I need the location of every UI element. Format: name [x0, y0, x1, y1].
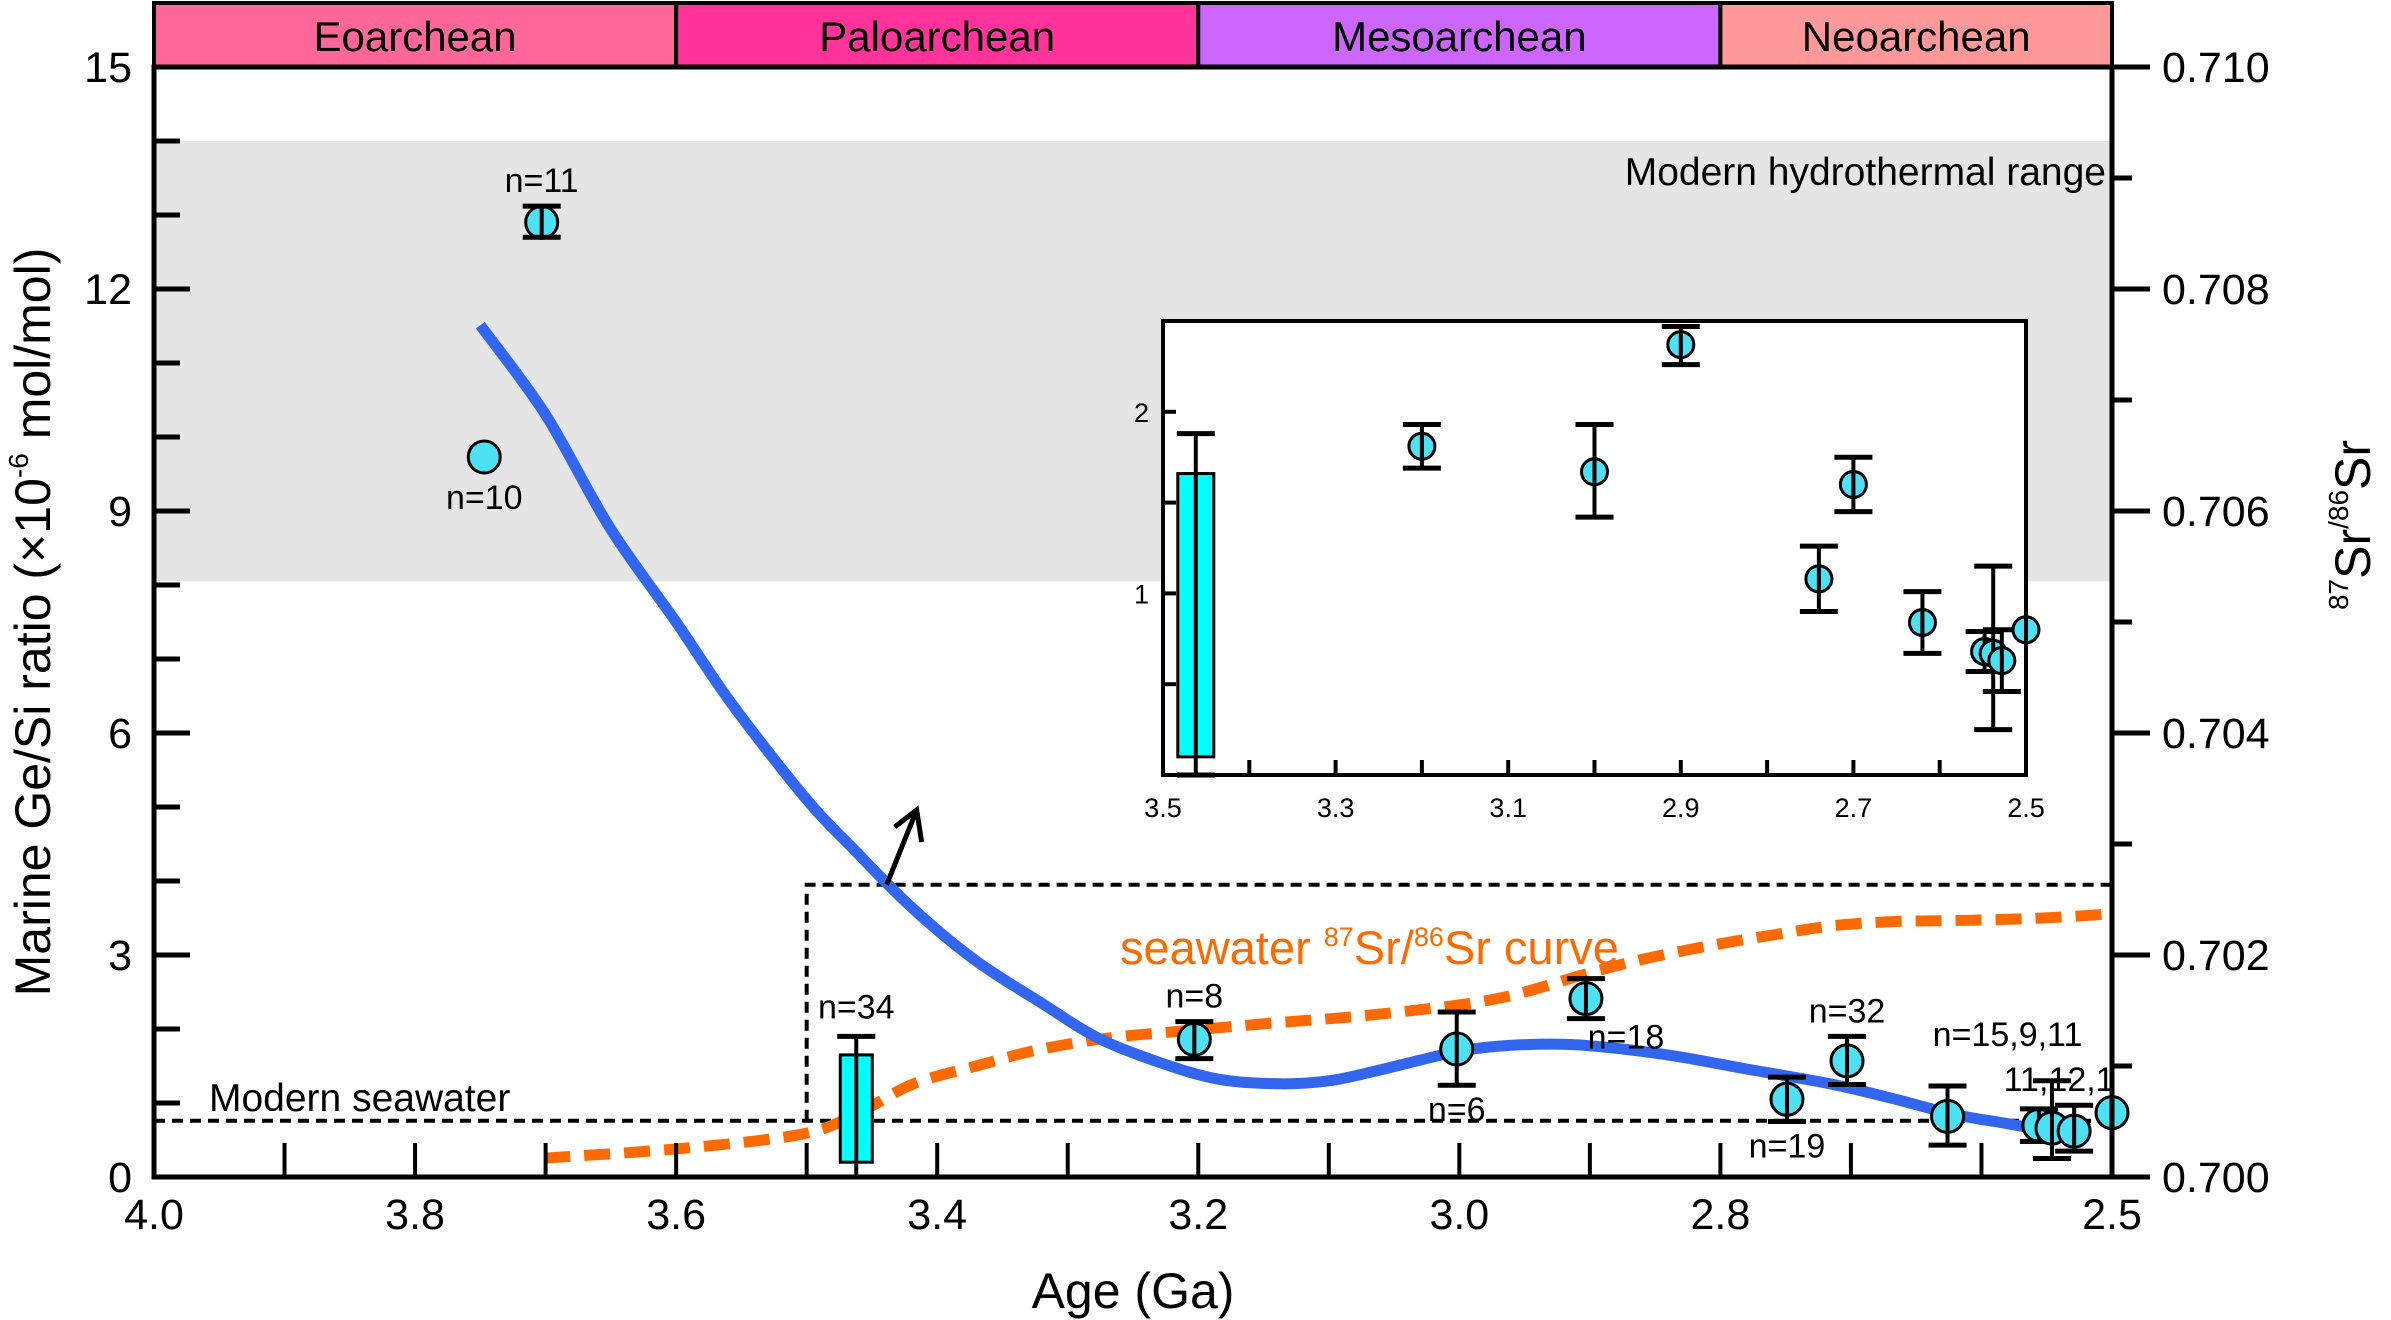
y-axis-title-unit: mol/mol)	[5, 248, 61, 454]
y2-tick-label: 0.702	[2162, 932, 2270, 980]
inset-arrow	[884, 805, 925, 886]
modern-seawater-label: Modern seawater	[209, 1077, 510, 1120]
eon-label-mesoarchean: Mesoarchean	[1332, 13, 1586, 60]
n-label: n=32	[1809, 992, 1886, 1030]
eon-label-eoarchean: Eoarchean	[313, 13, 516, 60]
y-tick-label: 6	[108, 710, 132, 758]
n-label: n=10	[446, 479, 523, 517]
inset-background	[1163, 321, 2026, 775]
y2-axis-title-main1: Sr	[2325, 529, 2381, 579]
y2-tick-label: 0.708	[2162, 266, 2270, 314]
zoom-box-outline	[804, 882, 2112, 1121]
inset-x-tick-label: 3.3	[1317, 793, 1355, 823]
eon-label-paloarchean: Paloarchean	[819, 13, 1055, 60]
y2-axis-title-main2: Sr	[2325, 440, 2381, 490]
sr-label-pre: seawater	[1120, 921, 1324, 974]
sr-label-sup2: 86	[1414, 922, 1444, 952]
inset-x-tick-label: 3.5	[1144, 793, 1182, 823]
y2-tick-label: 0.704	[2162, 710, 2270, 758]
n-label: n=8	[1166, 978, 1224, 1016]
y-axis-title-exp: -6	[3, 453, 34, 478]
inset-plot: 3.5 3.3 3.1 2.9 2.7 2.5 1 2	[1134, 319, 2045, 823]
y-tick-label: 12	[84, 266, 132, 314]
sr-curve-label: seawater 87Sr/86Sr curve	[1120, 921, 1619, 974]
inset-x-tick-label: 3.1	[1489, 793, 1527, 823]
sr-label-post: Sr curve	[1444, 921, 1619, 974]
x-tick-label: 2.8	[1691, 1191, 1751, 1239]
x-tick-label: 3.0	[1429, 1191, 1489, 1239]
y-axis-title: Marine Ge/Si ratio (×10-6 mol/mol)	[3, 248, 61, 997]
n-label: n=6	[1428, 1091, 1486, 1129]
inset-x-tick-label: 2.9	[1662, 793, 1700, 823]
inset-x-tick-label: 2.7	[1835, 793, 1873, 823]
y2-tick-label: 0.710	[2162, 44, 2270, 92]
x-axis-title: Age (Ga)	[1032, 1263, 1235, 1319]
data-point	[466, 439, 502, 475]
inset-y-tick-label: 2	[1134, 398, 1149, 428]
y2-tick-label: 0.706	[2162, 488, 2270, 536]
inset-x-tick-label: 2.5	[2007, 793, 2045, 823]
y-tick-label: 0	[108, 1154, 132, 1202]
y2-axis-title-sup1: 87	[2323, 579, 2354, 610]
x-tick-label: 3.4	[907, 1191, 967, 1239]
sr-label-sup1: 87	[1324, 922, 1354, 952]
sr-label-mid: Sr/	[1354, 921, 1415, 974]
y-tick-label: 9	[108, 488, 132, 536]
y2-axis-title-sup2: /86	[2323, 490, 2354, 529]
y2-axis-title: 87Sr/86Sr	[2323, 440, 2381, 610]
eon-cell-neoarchean	[1718, 1, 2115, 69]
n-label: n=18	[1588, 1019, 1665, 1057]
x-tick-label: 3.8	[385, 1191, 445, 1239]
inset-y-tick-label: 1	[1134, 579, 1149, 609]
eon-band: Eoarchean Paloarchean Mesoarchean Neoarchea…	[152, 1, 2115, 69]
n-label: n=11	[505, 162, 579, 200]
x-tick-label: 3.6	[646, 1191, 706, 1239]
eon-cell-eoarchean	[152, 1, 679, 69]
n-label: n=19	[1749, 1128, 1826, 1166]
ge-si-curve-line	[475, 322, 2074, 1142]
x-tick-label: 3.2	[1168, 1191, 1228, 1239]
y-tick-label: 15	[84, 44, 132, 92]
main-data-marks: n=34 n=11 n=10 n=8 n=6 n=18 n=19 n=32 n=15,9,11 1…	[446, 162, 2130, 1180]
y2-tick-label: 0.700	[2162, 1154, 2270, 1202]
hydrothermal-range-label: Modern hydrothermal range	[1625, 151, 2106, 194]
n-label: 11,12,1	[2004, 1061, 2115, 1099]
n-label: n=15,9,11	[1933, 1016, 2083, 1054]
main-axes: 4.0 3.8 3.6 3.4 3.2 3.0 2.8 2.5036912150.7000.7…	[84, 44, 2269, 1239]
n-label: n=34	[818, 988, 895, 1026]
eon-label-neoarchean: Neoarchean	[1802, 13, 2031, 60]
x-tick-label: 2.5	[2082, 1191, 2142, 1239]
y-axis-title-main: Marine Ge/Si ratio (×10	[5, 478, 61, 996]
y-tick-label: 3	[108, 932, 132, 980]
x-tick-label: 4.0	[124, 1191, 184, 1239]
